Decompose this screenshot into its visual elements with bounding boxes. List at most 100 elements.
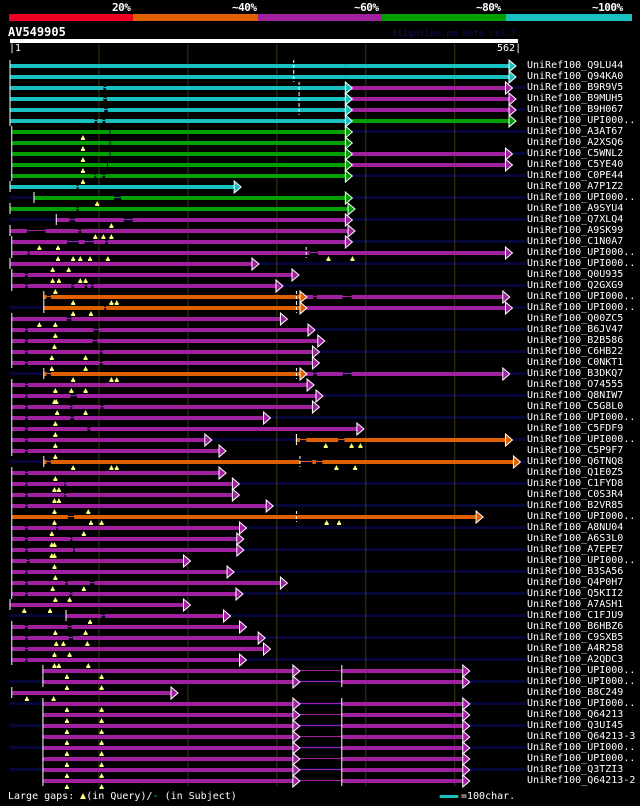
query-gap-marker-base [83,413,88,415]
alignment-segment [10,185,77,189]
alignment-segment [42,768,293,772]
hit-label[interactable]: UniRef100_UPI000.. [527,434,636,445]
hit-label[interactable]: UniRef100_Q4P0H7 [527,577,624,588]
alignment-segment [42,669,293,673]
hit-label[interactable]: UniRef100_C0PE44 [527,170,624,181]
hit-label[interactable]: UniRef100_UPI000.. [527,753,636,764]
end-arrow [462,740,471,756]
hit-label[interactable]: UniRef100_UPI000.. [527,302,636,313]
hit-label[interactable]: UniRef100_A9SYU4 [527,203,624,214]
alignment-segment [50,372,300,376]
hit-label[interactable]: UniRef100_B3SA56 [527,566,624,577]
hit-label[interactable]: UniRef100_Q64213 [527,709,624,720]
hit-label[interactable]: UniRef100_Q6TNQ8 [527,456,624,467]
hit-label[interactable]: UniRef100_C9SXB5 [527,632,624,643]
hit-label[interactable]: UniRef100_UPI000.. [527,192,636,203]
hit-label[interactable]: UniRef100_C1FJU9 [527,610,624,621]
alignment-segment [27,438,205,442]
hit-label[interactable]: UniRef100_C5YE40 [527,159,624,170]
hit-label[interactable]: UniRef100_UPI000.. [527,665,636,676]
hit-label[interactable]: UniRef100_Q94KA0 [527,71,624,82]
alignment-segment [43,372,47,376]
hit-label[interactable]: UniRef100_UPI000.. [527,742,636,753]
hit-label[interactable]: UniRef100_B2VR85 [527,500,624,511]
query-gap-marker-base [52,666,57,668]
alignment-segment [110,152,346,156]
hit-label[interactable]: UniRef100_Q3TZI3 [527,764,624,775]
hit-label[interactable]: UniRef100_UPI000.. [527,555,636,566]
hit-label[interactable]: UniRef100_C5FDF9 [527,423,624,434]
hit-label[interactable]: UniRef100_B9H067 [527,104,624,115]
row-background [10,262,525,265]
hit-label[interactable]: UniRef100_A2QDC3 [527,654,624,665]
hit-label[interactable]: UniRef100_UPI000.. [527,115,636,126]
query-gap-marker-base [83,281,88,283]
query-gap-marker-base [71,468,76,470]
hit-label[interactable]: UniRef100_Q8NIW7 [527,390,624,401]
hit-label[interactable]: UniRef100_Q2GXG9 [527,280,624,291]
hit-label[interactable]: UniRef100_UPI000.. [527,676,636,687]
hit-label[interactable]: UniRef100_B6HBZ6 [527,621,624,632]
row-background [10,548,525,551]
alignment-segment [312,460,316,464]
legend-bar-40 [133,14,258,21]
hit-label[interactable]: UniRef100_Q0U935 [527,269,624,280]
hit-label[interactable]: UniRef100_C5G8L0 [527,401,624,412]
hit-label[interactable]: UniRef100_C5P9F7 [527,445,624,456]
query-gap-marker-base [99,677,104,679]
alignment-segment [10,86,104,90]
hit-label[interactable]: UniRef100_A6S3L0 [527,533,624,544]
hit-label[interactable]: UniRef100_A2XSQ6 [527,137,624,148]
hit-label[interactable]: UniRef100_A8NU04 [527,522,624,533]
alignment-segment [345,64,509,68]
hit-label[interactable]: UniRef100_Q00ZC5 [527,313,624,324]
hit-label[interactable]: UniRef100_A7ASH1 [527,599,624,610]
hit-label[interactable]: UniRef100_UPI000.. [527,291,636,302]
hit-label[interactable]: UniRef100_UPI000.. [527,511,636,522]
hit-label[interactable]: UniRef100_B2B586 [527,335,624,346]
alignment-segment [27,427,88,431]
hit-label[interactable]: UniRef100_C6HB22 [527,346,624,357]
query-gap-marker-base [49,556,54,558]
end-arrow [291,267,300,283]
hit-label[interactable]: UniRef100_O74555 [527,379,624,390]
hit-label[interactable]: UniRef100_A9SK99 [527,225,624,236]
query-gap-marker-base [83,391,88,393]
query-gap-marker-base [55,413,60,415]
hit-label[interactable]: UniRef100_Q9LU44 [527,60,624,71]
hit-label[interactable]: UniRef100_A3AT67 [527,126,624,137]
hit-label[interactable]: UniRef100_UPI000.. [527,698,636,709]
hit-label[interactable]: UniRef100_A7P1Z2 [527,181,624,192]
hit-label[interactable]: UniRef100_UPI000.. [527,258,636,269]
hit-label[interactable]: UniRef100_UPI000.. [527,412,636,423]
alignment-segment [105,614,224,618]
alignment-segment [27,383,308,387]
hit-label[interactable]: UniRef100_Q5KII2 [527,588,624,599]
query-gap-marker-base [99,710,104,712]
end-arrow [238,619,248,635]
query-gap-marker-base [71,380,76,382]
hit-label[interactable]: UniRef100_B9MUH5 [527,93,624,104]
hit-label[interactable]: UniRef100_A7EPE7 [527,544,624,555]
hit-label[interactable]: UniRef100_Q64213-2 [527,775,636,786]
hit-label[interactable]: UniRef100_B3DKQ7 [527,368,624,379]
hit-label[interactable]: UniRef100_C0S3R4 [527,489,624,500]
hit-label[interactable]: UniRef100_C5WNL2 [527,148,624,159]
hit-label[interactable]: UniRef100_A4R258 [527,643,624,654]
alignment-segment [11,592,26,596]
alignment-segment [27,416,71,420]
hit-label[interactable]: UniRef100_Q3UI45 [527,720,624,731]
hit-label[interactable]: UniRef100_B8C249 [527,687,624,698]
hit-label[interactable]: UniRef100_Q1E0Z5 [527,467,624,478]
hit-label[interactable]: UniRef100_UPI000.. [527,247,636,258]
hit-label[interactable]: UniRef100_C0NKT1 [527,357,624,368]
hit-label[interactable]: UniRef100_Q7XLQ4 [527,214,624,225]
hit-label[interactable]: UniRef100_Q64213-3 [527,731,636,742]
end-arrow [508,91,517,107]
hit-label[interactable]: UniRef100_B6JV47 [527,324,624,335]
hit-label[interactable]: UniRef100_B9R9V5 [527,82,624,93]
alignment-segment [106,86,346,90]
hit-label[interactable]: UniRef100_C1N0A7 [527,236,624,247]
hit-label[interactable]: UniRef100_C1FYD8 [527,478,624,489]
alignment-segment [67,581,91,585]
